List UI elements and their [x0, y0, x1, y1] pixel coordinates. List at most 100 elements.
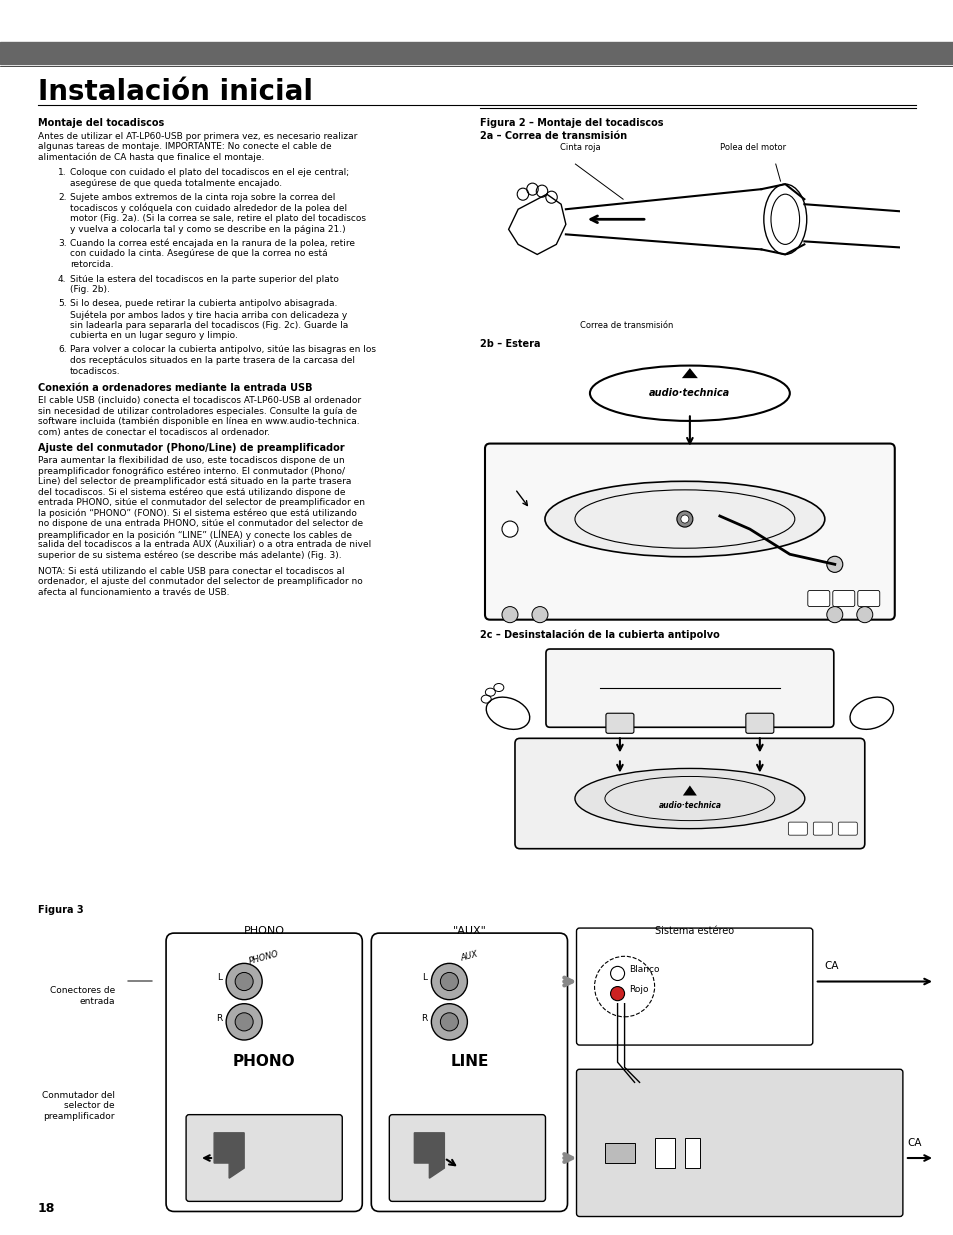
Text: 18: 18: [38, 1202, 55, 1215]
Circle shape: [610, 987, 624, 1000]
Text: motor (Fig. 2a). (Si la correa se sale, retire el plato del tocadiscos: motor (Fig. 2a). (Si la correa se sale, …: [70, 214, 366, 224]
Text: superior de su sistema estéreo (se describe más adelante) (Fig. 3).: superior de su sistema estéreo (se descr…: [38, 551, 341, 559]
Text: 3.: 3.: [58, 240, 67, 248]
Text: con cuidado la cinta. Asegúrese de que la correa no está: con cuidado la cinta. Asegúrese de que l…: [70, 249, 327, 258]
Bar: [654, 1137, 674, 1168]
Bar: [684, 1137, 699, 1168]
Circle shape: [610, 966, 624, 981]
Circle shape: [826, 606, 841, 622]
Text: preamplificador en la posición “LINE” (LÍNEA) y conecte los cables de: preamplificador en la posición “LINE” (L…: [38, 530, 352, 540]
Ellipse shape: [589, 366, 789, 421]
Text: NOTA: Si está utilizando el cable USB para conectar el tocadiscos al: NOTA: Si está utilizando el cable USB pa…: [38, 567, 344, 576]
Text: Sitúe la estera del tocadiscos en la parte superior del plato: Sitúe la estera del tocadiscos en la par…: [70, 274, 338, 284]
Text: 5.: 5.: [58, 300, 67, 309]
Text: cubierta en un lugar seguro y limpio.: cubierta en un lugar seguro y limpio.: [70, 331, 237, 340]
Text: Cuando la correa esté encajada en la ranura de la polea, retire: Cuando la correa esté encajada en la ran…: [70, 240, 355, 248]
FancyBboxPatch shape: [745, 714, 773, 734]
Text: Line) del selector de preamplificador está situado en la parte trasera: Line) del selector de preamplificador es…: [38, 477, 351, 487]
Circle shape: [501, 606, 517, 622]
Text: audio·technica: audio·technica: [649, 388, 730, 398]
Text: dos receptáculos situados en la parte trasera de la carcasa del: dos receptáculos situados en la parte tr…: [70, 356, 355, 366]
Text: la posición “PHONO” (FONO). Si el sistema estéreo que está utilizando: la posición “PHONO” (FONO). Si el sistem…: [38, 509, 356, 517]
Text: 2c – Desinstalación de la cubierta antipolvo: 2c – Desinstalación de la cubierta antip…: [479, 629, 719, 640]
Text: Antes de utilizar el AT-LP60-USB por primera vez, es necesario realizar: Antes de utilizar el AT-LP60-USB por pri…: [38, 132, 357, 141]
Text: L: L: [421, 973, 426, 983]
FancyBboxPatch shape: [807, 590, 829, 606]
Text: afecta al funcionamiento a través de USB.: afecta al funcionamiento a través de USB…: [38, 588, 230, 597]
Circle shape: [226, 963, 262, 999]
Text: Sujete ambos extremos de la cinta roja sobre la correa del: Sujete ambos extremos de la cinta roja s…: [70, 193, 335, 203]
FancyBboxPatch shape: [186, 1115, 342, 1202]
Circle shape: [826, 556, 841, 572]
Text: ordenador, el ajuste del conmutador del selector de preamplificador no: ordenador, el ajuste del conmutador del …: [38, 578, 362, 587]
Circle shape: [431, 963, 467, 999]
Text: Sujétela por ambos lados y tire hacia arriba con delicadeza y: Sujétela por ambos lados y tire hacia ar…: [70, 310, 347, 320]
Text: AUX: AUX: [459, 950, 478, 962]
Text: audio·technica: audio·technica: [658, 802, 720, 810]
Text: Blanco: Blanco: [629, 965, 659, 974]
FancyBboxPatch shape: [545, 650, 833, 727]
Text: preamplificador fonográfico estéreo interno. El conmutador (Phono/: preamplificador fonográfico estéreo inte…: [38, 467, 345, 475]
Text: Para aumentar la flexibilidad de uso, este tocadiscos dispone de un: Para aumentar la flexibilidad de uso, es…: [38, 456, 344, 466]
Polygon shape: [414, 1132, 444, 1178]
Text: del tocadiscos. Si el sistema estéreo que está utilizando dispone de: del tocadiscos. Si el sistema estéreo qu…: [38, 488, 345, 496]
Polygon shape: [213, 1132, 244, 1178]
Polygon shape: [681, 368, 698, 378]
Text: y vuelva a colocarla tal y como se describe en la página 21.): y vuelva a colocarla tal y como se descr…: [70, 225, 345, 233]
Bar: [0, 42, 953, 64]
Text: tocadiscos y colóquela con cuidado alrededor de la polea del: tocadiscos y colóquela con cuidado alred…: [70, 204, 347, 212]
Text: Montaje del tocadiscos: Montaje del tocadiscos: [38, 119, 164, 128]
Text: 4.: 4.: [58, 274, 67, 284]
Text: Sistema estéreo: Sistema estéreo: [655, 926, 734, 936]
Text: com) antes de conectar el tocadiscos al ordenador.: com) antes de conectar el tocadiscos al …: [38, 427, 270, 436]
Text: algunas tareas de montaje. IMPORTANTE: No conecte el cable de: algunas tareas de montaje. IMPORTANTE: N…: [38, 142, 332, 151]
Ellipse shape: [575, 768, 804, 829]
Text: Polea del motor: Polea del motor: [720, 143, 785, 152]
Text: Correa de transmisión: Correa de transmisión: [579, 321, 673, 330]
Text: Conexión a ordenadores mediante la entrada USB: Conexión a ordenadores mediante la entra…: [38, 383, 313, 393]
Text: Conectores de
entrada: Conectores de entrada: [50, 987, 115, 1005]
Text: alimentación de CA hasta que finalice el montaje.: alimentación de CA hasta que finalice el…: [38, 152, 264, 162]
Circle shape: [856, 606, 872, 622]
Text: Figura 2 – Montaje del tocadiscos: Figura 2 – Montaje del tocadiscos: [479, 119, 662, 128]
Text: tocadiscos.: tocadiscos.: [70, 367, 120, 375]
Text: retorcida.: retorcida.: [70, 261, 113, 269]
Circle shape: [440, 1013, 457, 1031]
Text: PHONO: PHONO: [243, 926, 284, 936]
Text: CA: CA: [906, 1137, 921, 1147]
Circle shape: [226, 1004, 262, 1040]
FancyBboxPatch shape: [166, 934, 362, 1212]
Circle shape: [234, 972, 253, 990]
FancyBboxPatch shape: [838, 823, 857, 835]
Text: Coloque con cuidado el plato del tocadiscos en el eje central;: Coloque con cuidado el plato del tocadis…: [70, 168, 349, 177]
Text: R: R: [215, 1014, 222, 1023]
Circle shape: [431, 1004, 467, 1040]
Text: Figura 3: Figura 3: [38, 905, 84, 915]
Text: PHONO: PHONO: [248, 950, 280, 966]
Circle shape: [440, 972, 457, 990]
Polygon shape: [682, 785, 696, 795]
FancyBboxPatch shape: [515, 739, 863, 848]
Text: L: L: [216, 973, 221, 983]
Text: Rojo: Rojo: [629, 986, 648, 994]
Text: entrada PHONO, sitúe el conmutador del selector de preamplificador en: entrada PHONO, sitúe el conmutador del s…: [38, 498, 365, 508]
FancyBboxPatch shape: [576, 1070, 902, 1216]
Circle shape: [501, 521, 517, 537]
FancyBboxPatch shape: [813, 823, 831, 835]
Circle shape: [234, 1013, 253, 1031]
FancyBboxPatch shape: [576, 927, 812, 1045]
Text: salida del tocadiscos a la entrada AUX (Auxiliar) o a otra entrada de nivel: salida del tocadiscos a la entrada AUX (…: [38, 540, 371, 550]
Ellipse shape: [544, 482, 824, 557]
Text: 2.: 2.: [58, 193, 67, 203]
Circle shape: [680, 515, 688, 524]
Text: no dispone de una entrada PHONO, sitúe el conmutador del selector de: no dispone de una entrada PHONO, sitúe e…: [38, 519, 363, 529]
Text: Conmutador del
selector de
preamplificador: Conmutador del selector de preamplificad…: [42, 1091, 115, 1121]
Text: CA: CA: [824, 961, 839, 972]
Bar: [604, 1142, 634, 1163]
Text: Para volver a colocar la cubierta antipolvo, sitúe las bisagras en los: Para volver a colocar la cubierta antipo…: [70, 346, 375, 354]
FancyBboxPatch shape: [484, 443, 894, 620]
Text: 6.: 6.: [58, 346, 67, 354]
Text: LINE: LINE: [450, 1055, 488, 1070]
Text: 2b – Estera: 2b – Estera: [479, 338, 540, 350]
Text: 1.: 1.: [58, 168, 67, 177]
